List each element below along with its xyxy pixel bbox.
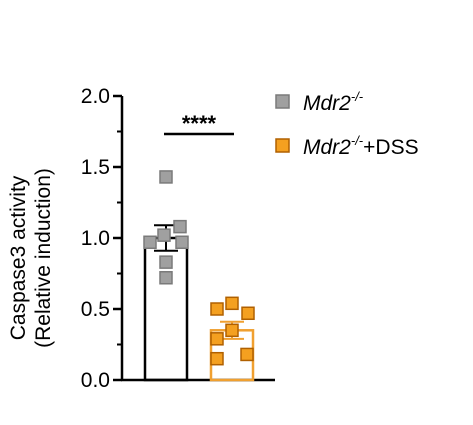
legend-marker-mdr2_dss — [275, 138, 290, 153]
y-axis-title-line2: (Relative induction) — [32, 168, 55, 348]
legend-treatment-suffix: +DSS — [363, 136, 418, 159]
data-point-mdr2_dss — [210, 351, 224, 366]
legend-label-mdr2: Mdr2-/- — [303, 89, 364, 115]
y-tick-label: 1.5 — [81, 156, 110, 179]
data-point-mdr2_dss — [241, 306, 255, 321]
data-point-mdr2_dss — [210, 302, 224, 316]
legend-label-mdr2_dss: Mdr2-/-+DSS — [303, 133, 419, 159]
significance-annotation: **** — [164, 111, 234, 136]
legend-gene-name: Mdr2 — [303, 136, 351, 159]
data-point-mdr2 — [157, 228, 171, 242]
data-point-mdr2 — [173, 219, 187, 234]
data-point-mdr2_dss — [240, 347, 254, 362]
legend-genotype-superscript: -/- — [351, 133, 364, 148]
data-point-mdr2_dss — [225, 323, 239, 338]
data-points — [143, 170, 255, 366]
y-axis-title: Caspase3 activity (Relative induction) — [7, 168, 55, 348]
data-point-mdr2 — [175, 235, 189, 250]
legend-genotype-superscript: -/- — [351, 89, 364, 104]
y-tick-label: 0.0 — [81, 369, 110, 392]
data-point-mdr2_dss — [210, 332, 224, 346]
data-point-mdr2_dss — [225, 296, 239, 311]
significance-label: **** — [182, 111, 217, 136]
legend-marker-mdr2 — [275, 94, 290, 109]
legend-gene-name: Mdr2 — [303, 92, 351, 115]
y-tick-label: 2.0 — [81, 85, 110, 108]
y-tick-label: 0.5 — [81, 298, 110, 321]
data-point-mdr2 — [159, 170, 173, 184]
y-tick-label: 1.0 — [81, 227, 110, 250]
legend: Mdr2-/-Mdr2-/-+DSS — [275, 89, 419, 159]
y-axis-title-line1: Caspase3 activity — [7, 175, 30, 340]
data-point-mdr2 — [143, 235, 157, 250]
data-point-mdr2 — [159, 271, 173, 285]
data-point-mdr2 — [159, 255, 173, 269]
